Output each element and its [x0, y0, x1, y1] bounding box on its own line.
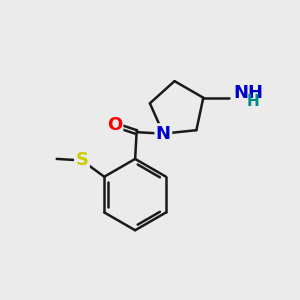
Text: H: H	[247, 94, 260, 109]
Text: O: O	[107, 116, 122, 134]
Text: NH: NH	[233, 84, 263, 102]
Text: N: N	[156, 125, 171, 143]
Text: S: S	[76, 152, 88, 169]
